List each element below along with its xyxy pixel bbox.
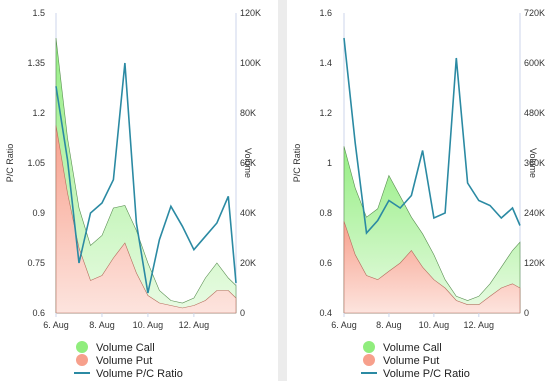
y-right-tick-label: 360K xyxy=(524,158,545,168)
y-right-tick-label: 120K xyxy=(524,258,545,268)
x-tick-label: 6. Aug xyxy=(43,320,69,330)
x-tick-label: 8. Aug xyxy=(89,320,115,330)
y-left-tick-label: 1.6 xyxy=(319,8,332,18)
series-line-volume-pc-ratio xyxy=(55,62,237,294)
y-left-tick-label: 0.6 xyxy=(319,258,332,268)
y-right-tick-label: 480K xyxy=(524,108,545,118)
plot-area xyxy=(55,13,237,314)
x-tick-label: 8. Aug xyxy=(376,320,402,330)
legend-symbol xyxy=(76,354,88,366)
legend-symbol xyxy=(76,341,88,353)
y-right-axis-title: Volume xyxy=(528,148,538,178)
y-left-tick-label: 0.4 xyxy=(319,308,332,318)
y-right-tick-label: 240K xyxy=(524,208,545,218)
legend-item-label: Volume Call xyxy=(96,342,155,354)
y-left-axis-title: P/C Ratio xyxy=(292,144,302,183)
x-tick-label: 12. Aug xyxy=(179,320,210,330)
y-right-tick-label: 20K xyxy=(240,258,256,268)
series-line-volume-pc-ratio xyxy=(343,37,521,235)
y-left-tick-label: 0.6 xyxy=(32,308,45,318)
legend-item-label: Volume Call xyxy=(383,342,442,354)
chart-right: 1.6 1.4 1.2 1 0.8 0.6 0.4 720K 600K 480K 360K 240K 1… xyxy=(292,8,545,380)
plot-area xyxy=(343,13,521,314)
legend-symbol xyxy=(363,354,375,366)
chart-panel-right: 1.6 1.4 1.2 1 0.8 0.6 0.4 720K 600K 480K 360K 240K 1… xyxy=(287,0,560,381)
y-left-tick-label: 1.5 xyxy=(32,8,45,18)
y-left-tick-label: 1.2 xyxy=(32,108,45,118)
y-right-tick-label: 80K xyxy=(240,108,256,118)
y-right-tick-label: 0 xyxy=(240,308,245,318)
y-right-tick-label: 40K xyxy=(240,208,256,218)
x-tick-label: 6. Aug xyxy=(331,320,357,330)
legend-item-label: Volume P/C Ratio xyxy=(383,368,470,380)
y-left-tick-label: 1.4 xyxy=(319,58,332,68)
chart-left: 1.5 1.35 1.2 1.05 0.9 0.75 0.6 120K 100K 80K 60K 40… xyxy=(5,8,261,380)
x-tick-label: 10. Aug xyxy=(133,320,164,330)
y-left-tick-label: 0.8 xyxy=(319,208,332,218)
series-area-volume-put xyxy=(343,221,521,314)
y-left-axis-title: P/C Ratio xyxy=(5,144,15,183)
legend-item-label: Volume P/C Ratio xyxy=(96,368,183,380)
chart-panel-left: 1.5 1.35 1.2 1.05 0.9 0.75 0.6 120K 100K 80K 60K 40… xyxy=(0,0,278,381)
y-left-tick-label: 1.35 xyxy=(27,58,45,68)
y-left-tick-label: 0.75 xyxy=(27,258,45,268)
legend-item-label: Volume Put xyxy=(96,355,152,367)
y-left-tick-label: 0.9 xyxy=(32,208,45,218)
y-left-tick-label: 1.2 xyxy=(319,108,332,118)
y-right-axis-title: Volume xyxy=(243,148,253,178)
legend-item-label: Volume Put xyxy=(383,355,439,367)
y-right-tick-label: 720K xyxy=(524,8,545,18)
x-tick-label: 10. Aug xyxy=(419,320,450,330)
y-right-tick-label: 60K xyxy=(240,158,256,168)
y-right-tick-label: 600K xyxy=(524,58,545,68)
y-left-tick-label: 1 xyxy=(327,158,332,168)
legend-symbol xyxy=(363,341,375,353)
y-right-tick-label: 120K xyxy=(240,8,261,18)
y-left-tick-label: 1.05 xyxy=(27,158,45,168)
x-tick-label: 12. Aug xyxy=(464,320,495,330)
y-right-tick-label: 0 xyxy=(524,308,529,318)
series-area-volume-call xyxy=(343,146,521,314)
series-area-volume-call xyxy=(55,37,237,314)
y-right-tick-label: 100K xyxy=(240,58,261,68)
